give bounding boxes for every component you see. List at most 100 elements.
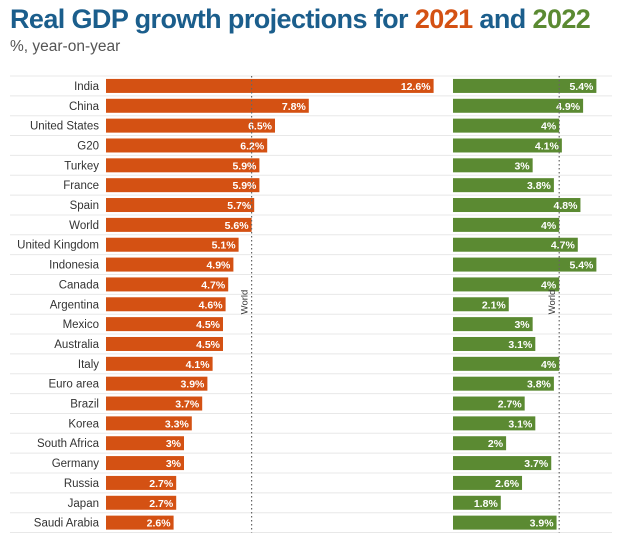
gridlines [10, 75, 612, 534]
category-label: G20 [77, 140, 99, 152]
reference-label-2022: World [547, 290, 558, 315]
data-label-2022: 4.7% [551, 240, 576, 252]
bar-2021 [106, 178, 260, 193]
bar-2021 [106, 118, 275, 133]
bar-2021 [106, 436, 184, 451]
bar-2021 [106, 138, 268, 153]
bar-2021 [106, 317, 223, 332]
bar-2022 [453, 257, 597, 272]
data-label-2022: 3.8% [527, 379, 552, 391]
data-label-2022: 3.9% [530, 518, 555, 530]
bar-2021 [106, 456, 184, 471]
bar-2022 [453, 317, 533, 332]
data-label-2021: 5.1% [212, 240, 237, 252]
title-prefix: Real GDP growth projections for [10, 4, 415, 34]
data-label-2021: 4.1% [186, 359, 211, 371]
category-label: Italy [78, 359, 99, 371]
category-label: Indonesia [49, 260, 99, 272]
panel-2022: 5.4%4.9%4%4.1%3%3.8%4.8%4%4.7%5.4%4%2.1%… [453, 76, 597, 533]
bar-2022 [453, 297, 509, 312]
data-label-2021: 3% [166, 458, 182, 470]
bar-2022 [453, 495, 501, 510]
category-label: United Kingdom [17, 240, 99, 252]
data-label-2022: 4.1% [535, 140, 560, 152]
bar-2021 [106, 198, 255, 213]
title-year-2022: 2022 [532, 4, 591, 34]
category-label: France [63, 180, 99, 192]
bar-2021 [106, 475, 177, 490]
chart-title: Real GDP growth projections for 2021 and… [10, 4, 591, 35]
bar-2022 [453, 78, 597, 93]
data-label-2022: 2.6% [495, 478, 520, 490]
bar-2022 [453, 336, 536, 351]
bar-2022 [453, 475, 523, 490]
bar-2022 [453, 416, 536, 431]
bar-2021 [106, 158, 260, 173]
data-label-2021: 4.6% [199, 299, 224, 311]
bar-2021 [106, 98, 309, 113]
data-label-2022: 3.1% [508, 339, 533, 351]
data-label-2022: 4% [541, 220, 557, 232]
chart-subtitle: %, year-on-year [10, 38, 121, 55]
category-label: Mexico [63, 319, 99, 331]
data-label-2021: 6.5% [248, 121, 273, 133]
data-label-2021: 5.6% [225, 220, 250, 232]
bar-2022 [453, 237, 578, 252]
category-labels: India China United States G20 Turkey France Sp… [17, 81, 99, 530]
data-label-2021: 3.9% [180, 379, 205, 391]
data-label-2022: 3% [514, 319, 530, 331]
data-label-2022: 3.8% [527, 180, 552, 192]
data-label-2021: 7.8% [282, 101, 307, 113]
category-label: India [74, 81, 100, 93]
category-label: South Africa [37, 438, 100, 450]
data-label-2021: 2.7% [149, 478, 174, 490]
title-connector: and [472, 4, 533, 34]
data-label-2021: 6.2% [240, 140, 265, 152]
category-label: Euro area [48, 379, 99, 391]
bar-2021 [106, 495, 177, 510]
data-label-2022: 4.9% [556, 101, 581, 113]
bar-2021 [106, 356, 213, 371]
data-label-2022: 5.4% [569, 81, 594, 93]
category-label: United States [30, 121, 99, 133]
data-label-2022: 5.4% [569, 260, 594, 272]
data-label-2021: 4.9% [206, 260, 231, 272]
category-label: Germany [52, 458, 100, 470]
data-label-2022: 2.7% [498, 399, 523, 411]
title-year-2021: 2021 [414, 4, 473, 34]
bar-2021 [106, 396, 203, 411]
bar-2021 [106, 217, 252, 232]
category-label: Brazil [70, 399, 99, 411]
data-label-2021: 4.5% [196, 339, 221, 351]
bar-2021 [106, 416, 192, 431]
bar-2022 [453, 198, 581, 213]
data-label-2021: 4.7% [201, 279, 226, 291]
bar-2022 [453, 98, 584, 113]
bar-2021 [106, 78, 434, 93]
category-label: World [69, 220, 99, 232]
bar-2022 [453, 118, 560, 133]
category-label: China [69, 101, 100, 113]
bar-2021 [106, 336, 223, 351]
bar-2022 [453, 277, 560, 292]
bar-2021 [106, 257, 234, 272]
bar-2021 [106, 237, 239, 252]
bar-2021 [106, 297, 226, 312]
panel-2021: 12.6% 7.8% 6.5% 6.2% 5.9% 5.9% 5.7% 5.6% 5.1% 4.9… [106, 76, 434, 533]
category-label: Japan [68, 498, 99, 510]
reference-label-2021: World [240, 290, 251, 315]
category-label: Russia [64, 478, 100, 490]
bar-2022 [453, 158, 533, 173]
data-label-2022: 2.1% [482, 299, 507, 311]
data-label-2021: 2.7% [149, 498, 174, 510]
data-label-2021: 3.3% [165, 418, 190, 430]
data-label-2022: 4% [541, 121, 557, 133]
category-label: Korea [68, 418, 99, 430]
data-label-2022: 4.8% [554, 200, 579, 212]
category-label: Argentina [50, 299, 100, 311]
data-label-2021: 4.5% [196, 319, 221, 331]
bar-2022 [453, 396, 525, 411]
data-label-2022: 3.7% [524, 458, 549, 470]
bar-2022 [453, 456, 552, 471]
